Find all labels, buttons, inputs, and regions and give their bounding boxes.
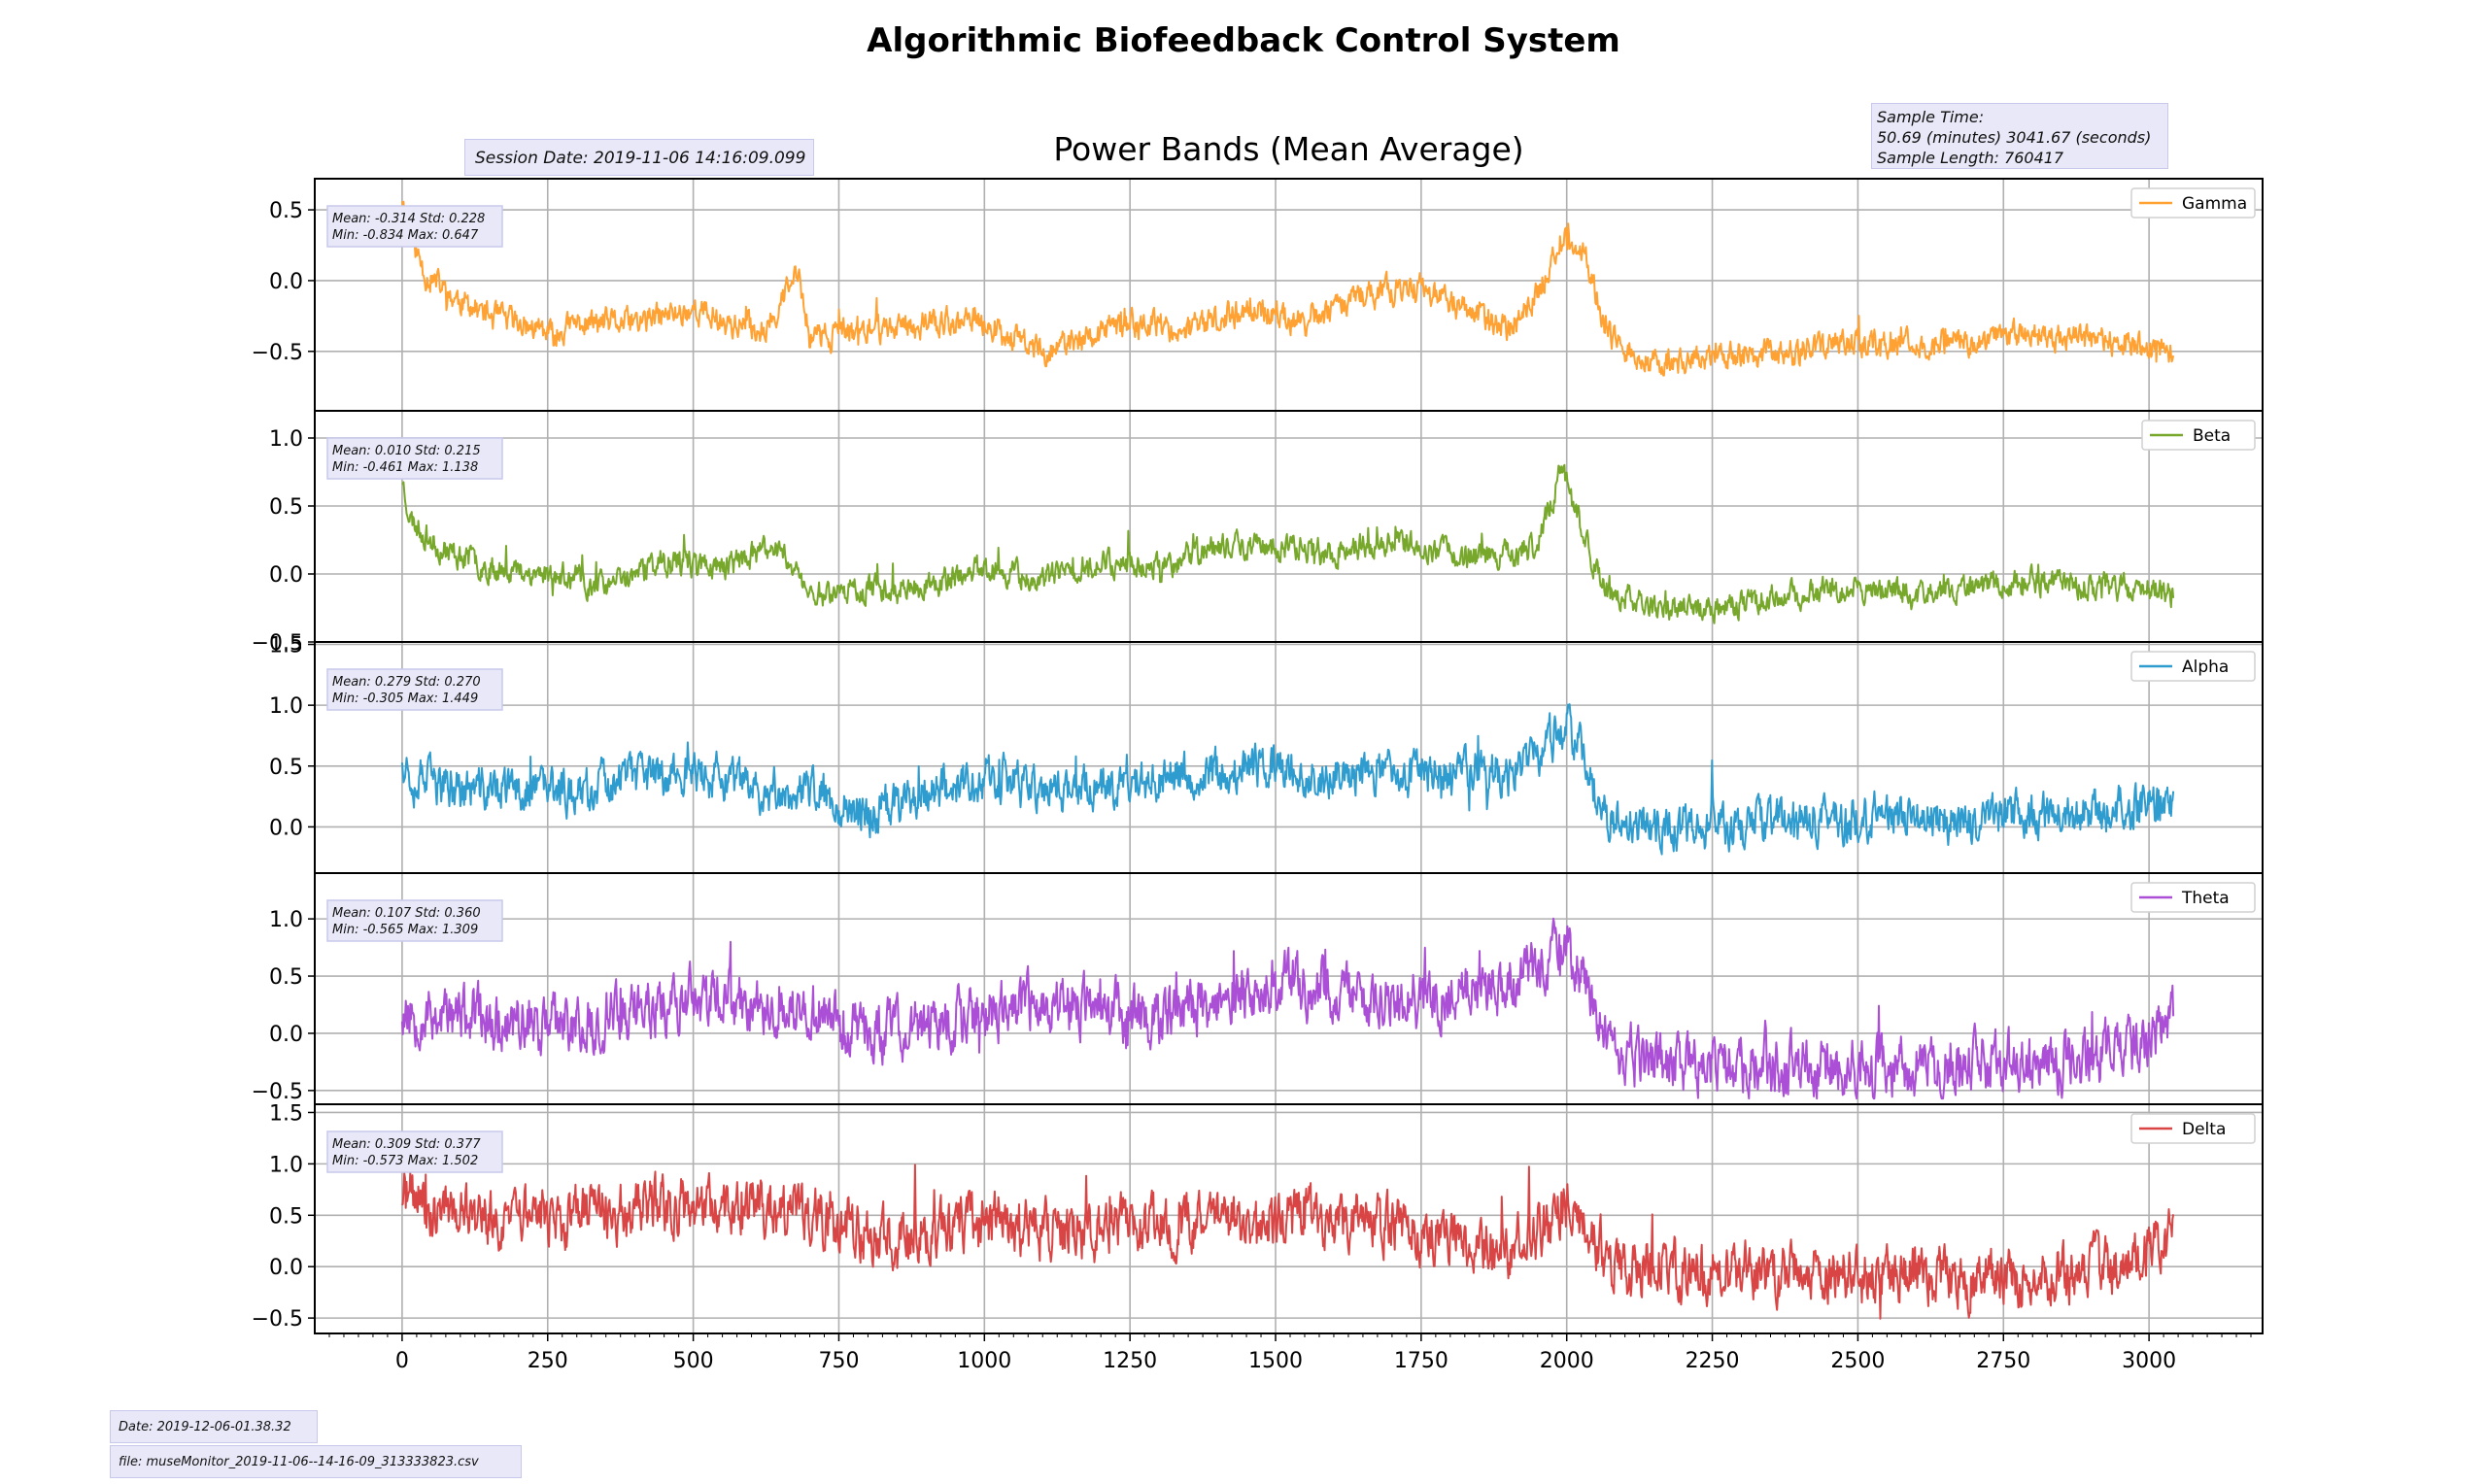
- session-date-note: Session Date: 2019-11-06 14:16:09.099: [464, 139, 814, 176]
- series-line-alpha: [400, 703, 2175, 856]
- axes-frame: [314, 1103, 2264, 1334]
- legend-box: [2130, 1113, 2256, 1144]
- x-tick-label: 500: [673, 1349, 714, 1373]
- legend-label: Theta: [2181, 889, 2230, 908]
- y-tick-label: 0.5: [269, 756, 303, 780]
- stats-line-mean-std: Mean: 0.010 Std: 0.215: [332, 444, 481, 458]
- stats-line-min-max: Min: -0.305 Max: 1.449: [332, 691, 478, 706]
- stats-note-box: [326, 1130, 503, 1173]
- axes-frame: [314, 178, 2264, 412]
- stats-line-min-max: Min: -0.573 Max: 1.502: [332, 1154, 478, 1168]
- legend-box: [2130, 651, 2256, 682]
- legend: Alpha: [2130, 651, 2256, 682]
- x-tick-label: 1000: [957, 1349, 1011, 1373]
- y-tick-label: −0.5: [252, 1080, 303, 1104]
- stats-note: Mean: -0.314 Std: 0.228 Min: -0.834 Max: …: [326, 205, 503, 248]
- stats-note: Mean: 0.107 Std: 0.360 Min: -0.565 Max: 1…: [326, 899, 503, 942]
- stats-line-mean-std: Mean: 0.309 Std: 0.377: [332, 1137, 481, 1152]
- series-line-gamma: [400, 200, 2175, 377]
- x-tick-label: 750: [818, 1349, 859, 1373]
- footer-date-text: Date: 2019-12-06-01.38.32: [119, 1420, 291, 1434]
- y-tick-label: 0.0: [269, 1023, 303, 1047]
- series-line-theta: [400, 917, 2175, 1100]
- y-tick-label: 0.5: [269, 199, 303, 223]
- stats-line-min-max: Min: -0.834 Max: 0.647: [332, 228, 479, 243]
- x-tick-label: 3000: [2122, 1349, 2176, 1373]
- stats-note: Mean: 0.309 Std: 0.377 Min: -0.573 Max: 1…: [326, 1130, 503, 1173]
- sample-info-note: Sample Time: 50.69 (minutes) 3041.67 (se…: [1871, 103, 2168, 169]
- stats-line-mean-std: Mean: -0.314 Std: 0.228: [332, 212, 485, 226]
- sample-time-value: 50.69 (minutes) 3041.67 (seconds): [1877, 128, 2152, 147]
- legend: Beta: [2141, 420, 2256, 451]
- x-tick-label: 1500: [1248, 1349, 1303, 1373]
- y-tick-label: 0.0: [269, 1256, 303, 1280]
- y-tick-label: 1.5: [269, 634, 303, 658]
- legend: Theta: [2130, 882, 2256, 913]
- y-tick-label: −0.5: [252, 1307, 303, 1332]
- x-tick-label: 2750: [1976, 1349, 2030, 1373]
- figure-suptitle: Algorithmic Biofeedback Control System: [867, 21, 1620, 60]
- sample-time-label: Sample Time:: [1877, 108, 1985, 126]
- x-tick-label: 250: [528, 1349, 568, 1373]
- series-line-beta: [401, 463, 2175, 624]
- series-line-delta: [401, 1164, 2175, 1320]
- y-tick-label: 0.0: [269, 270, 303, 294]
- stats-line-mean-std: Mean: 0.107 Std: 0.360: [332, 906, 481, 921]
- panel-gamma: −0.5 0.0 0.5 Mean: -0.314 Std: 0.228 Min: -0…: [252, 178, 2264, 412]
- panel-delta: −0.5 0.0 0.5 1.0 1.5 Mean: 0.309 Std: 0.377 Mi…: [252, 1101, 2264, 1334]
- legend-box: [2141, 420, 2256, 451]
- chart-title: Power Bands (Mean Average): [1053, 130, 1524, 168]
- legend-label: Beta: [2193, 426, 2231, 446]
- stats-note-box: [326, 899, 503, 942]
- y-tick-label: 1.0: [269, 908, 303, 932]
- legend-box: [2130, 882, 2256, 913]
- x-tick-label: 2500: [1830, 1349, 1885, 1373]
- x-tick-label: 1250: [1103, 1349, 1157, 1373]
- x-axis: 0 250 500 750 1000 1250 1500 1750 2000 2250 2500 27…: [328, 1333, 2252, 1373]
- footer-date-note: Date: 2019-12-06-01.38.32: [110, 1410, 318, 1443]
- x-tick-label: 0: [395, 1349, 409, 1373]
- legend-label: Gamma: [2182, 194, 2247, 214]
- stats-line-mean-std: Mean: 0.279 Std: 0.270: [332, 675, 481, 690]
- x-tick-label: 2000: [1540, 1349, 1594, 1373]
- stats-note: Mean: 0.010 Std: 0.215 Min: -0.461 Max: 1…: [326, 437, 503, 480]
- legend: Gamma: [2130, 187, 2256, 219]
- panel-theta: −0.5 0.0 0.5 1.0 Mean: 0.107 Std: 0.360 Min: …: [252, 872, 2264, 1105]
- y-tick-label: 0.0: [269, 563, 303, 588]
- y-tick-label: 1.0: [269, 427, 303, 452]
- y-tick-label: 0.5: [269, 1204, 303, 1229]
- stats-note-box: [326, 668, 503, 711]
- session-date-text: Session Date: 2019-11-06 14:16:09.099: [475, 149, 806, 168]
- footer-file-text: file: museMonitor_2019-11-06--14-16-09_3…: [119, 1455, 479, 1469]
- x-tick-label: 2250: [1686, 1349, 1740, 1373]
- axes-frame: [314, 410, 2264, 643]
- y-tick-label: 0.5: [269, 495, 303, 520]
- y-tick-label: −0.5: [252, 341, 303, 365]
- stats-note-box: [326, 205, 503, 248]
- y-tick-label: −0.5: [252, 631, 303, 656]
- stats-note-box: [326, 437, 503, 480]
- legend-label: Delta: [2182, 1120, 2226, 1139]
- stats-line-min-max: Min: -0.565 Max: 1.309: [332, 923, 478, 937]
- y-tick-label: 1.0: [269, 694, 303, 719]
- legend: Delta: [2130, 1113, 2256, 1144]
- y-tick-label: 0.0: [269, 816, 303, 840]
- x-tick-label: 1750: [1394, 1349, 1448, 1373]
- y-tick-label: 1.0: [269, 1153, 303, 1177]
- legend-label: Alpha: [2182, 658, 2229, 677]
- stats-line-min-max: Min: -0.461 Max: 1.138: [332, 460, 478, 475]
- panel-beta: −0.5 0.0 0.5 1.0 Mean: 0.010 Std: 0.215 Min: …: [252, 410, 2264, 656]
- footer-file-note: file: museMonitor_2019-11-06--14-16-09_3…: [110, 1445, 522, 1478]
- y-tick-label: 1.5: [269, 1101, 303, 1126]
- y-tick-label: 0.5: [269, 965, 303, 990]
- sample-length-value: Sample Length: 760417: [1877, 149, 2064, 167]
- legend-box: [2130, 187, 2256, 219]
